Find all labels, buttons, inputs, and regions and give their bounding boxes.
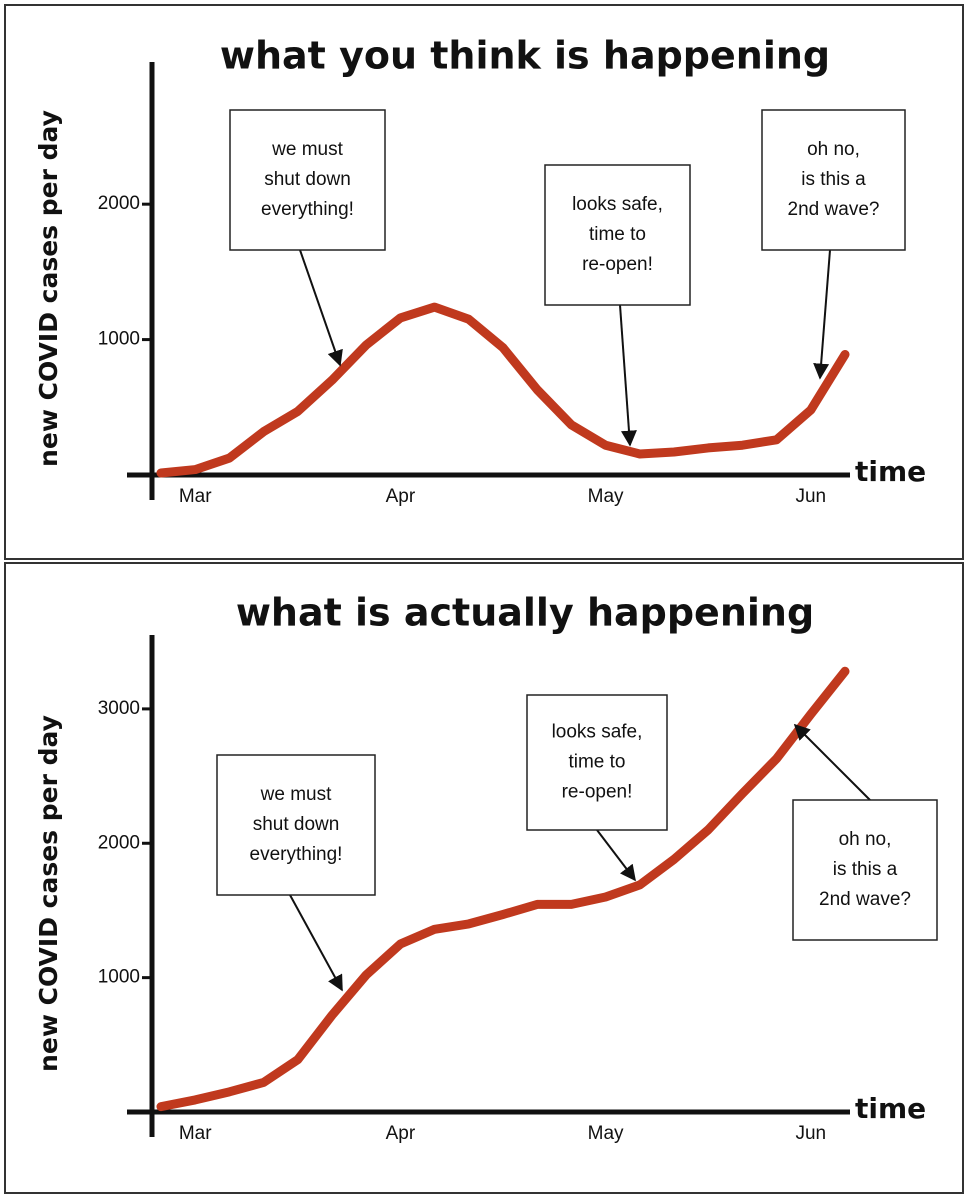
annotation-text: is this a: [801, 169, 866, 190]
annotation-arrow: [299, 249, 343, 367]
x-axis-label: time: [855, 455, 926, 488]
chart-title: what is actually happening: [236, 591, 814, 635]
y-tick-label: 1000: [98, 329, 140, 350]
annotation-box: [229, 109, 386, 251]
x-tick-label: May: [588, 486, 624, 507]
annotation-arrow: [619, 304, 637, 447]
x-tick-label: Mar: [179, 486, 212, 507]
annotation-arrow: [289, 894, 343, 992]
annotation-arrow: [596, 829, 636, 882]
annotation-text: we must: [260, 784, 332, 805]
y-tick-label: 2000: [98, 832, 140, 853]
x-tick-label: Mar: [179, 1123, 212, 1144]
x-tick-label: May: [588, 1123, 624, 1144]
annotation-box: [761, 109, 906, 251]
annotation-box: [216, 754, 376, 896]
x-tick-label: Apr: [386, 1123, 416, 1144]
annotation-text: time to: [589, 224, 646, 245]
annotation-text: re-open!: [582, 254, 653, 275]
chart-title: what you think is happening: [220, 34, 830, 78]
y-tick-label: 3000: [98, 698, 140, 719]
x-tick-label: Apr: [386, 486, 416, 507]
data-line: [156, 666, 850, 1112]
annotation-text: everything!: [250, 844, 343, 865]
y-tick-label: 2000: [98, 193, 140, 214]
x-tick-label: Jun: [795, 1123, 826, 1144]
y-axis-label: new COVID cases per day: [34, 110, 63, 467]
annotation-text: shut down: [253, 814, 340, 835]
annotation-arrow: [793, 723, 871, 801]
x-axis-label: time: [855, 1092, 926, 1125]
annotation-text: looks safe,: [572, 194, 663, 215]
annotation-text: time to: [568, 752, 625, 773]
annotation-text: 2nd wave?: [819, 889, 911, 910]
panel-frame: [4, 4, 964, 560]
annotation-text: looks safe,: [552, 722, 643, 743]
annotation-text: oh no,: [839, 829, 892, 850]
y-axis-label: new COVID cases per day: [34, 715, 63, 1072]
annotation-box: [792, 799, 938, 941]
annotation-text: 2nd wave?: [788, 199, 880, 220]
annotation-text: everything!: [261, 199, 354, 220]
annotation-box: [526, 694, 668, 831]
panel-frame: [4, 562, 964, 1194]
x-tick-label: Jun: [795, 486, 826, 507]
annotation-text: re-open!: [562, 782, 633, 803]
annotation-box: [544, 164, 691, 306]
annotation-text: shut down: [264, 169, 351, 190]
annotation-text: oh no,: [807, 139, 860, 160]
annotation-text: is this a: [833, 859, 898, 880]
y-tick-label: 1000: [98, 967, 140, 988]
data-line: [156, 302, 850, 478]
annotation-arrow: [813, 249, 831, 380]
annotation-text: we must: [271, 139, 343, 160]
